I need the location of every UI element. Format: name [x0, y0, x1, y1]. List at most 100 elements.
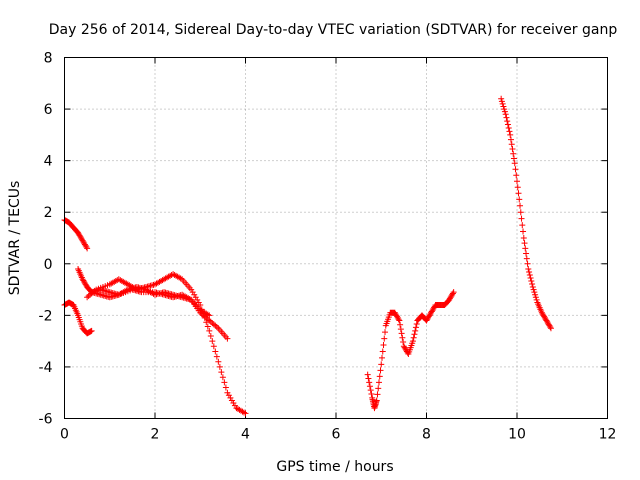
data-point-marker [366, 379, 373, 386]
data-point-marker [526, 268, 533, 275]
data-point-marker [400, 339, 407, 346]
y-tick-label: 4 [44, 154, 53, 170]
data-point-marker [381, 335, 388, 342]
data-point-marker [375, 385, 382, 392]
data-point-marker [510, 155, 517, 162]
y-tick-label: -2 [39, 308, 53, 324]
data-points [61, 95, 554, 417]
data-point-marker [547, 323, 554, 330]
y-tick-label: 0 [44, 257, 53, 273]
data-point-marker [450, 289, 457, 296]
data-point-marker [364, 371, 371, 378]
data-point-marker [513, 172, 520, 179]
data-point-marker [382, 329, 389, 336]
data-point-marker [547, 325, 554, 332]
data-point-marker [501, 106, 508, 113]
data-point-marker [410, 334, 417, 341]
data-point-marker [524, 260, 531, 267]
data-point-marker [516, 196, 523, 203]
data-point-marker [366, 383, 373, 390]
data-point-marker [500, 103, 507, 110]
data-point-marker [522, 245, 529, 252]
data-point-marker [380, 342, 387, 349]
data-point-marker [514, 178, 520, 185]
data-point-marker [498, 95, 505, 102]
y-axis-label: SDTVAR / TECUs [7, 181, 23, 296]
data-point-marker [526, 271, 533, 278]
data-point-marker [520, 228, 527, 235]
data-point-marker [412, 324, 419, 331]
series-seg-f [364, 289, 457, 412]
data-point-marker [213, 353, 220, 360]
data-point-marker [499, 100, 506, 107]
data-point-marker [374, 391, 381, 398]
data-point-marker [511, 160, 518, 167]
y-tick-label: -6 [39, 412, 53, 428]
data-point-marker [207, 332, 214, 339]
x-tick-label: 6 [332, 427, 341, 443]
data-point-marker [518, 215, 525, 222]
y-tick-label: -4 [39, 360, 53, 376]
data-point-marker [412, 327, 419, 334]
data-point-marker [520, 235, 527, 241]
y-tick-labels: -6 -4 -2 0 2 4 6 8 [39, 51, 53, 428]
data-point-marker [84, 245, 91, 252]
data-point-marker [375, 379, 382, 386]
y-tick-label: 8 [44, 51, 53, 67]
data-point-marker [398, 330, 405, 337]
data-point-marker [532, 291, 539, 298]
data-point-marker [222, 384, 229, 391]
data-point-marker [203, 319, 210, 326]
data-point-marker [221, 379, 228, 386]
data-point-marker [396, 317, 403, 324]
data-point-marker [218, 369, 225, 376]
data-point-marker [502, 111, 509, 118]
data-point-marker [529, 283, 536, 290]
data-point-marker [242, 410, 249, 417]
data-point-marker [509, 146, 516, 153]
data-point-marker [527, 274, 534, 281]
data-point-marker [376, 373, 383, 380]
data-point-marker [411, 331, 418, 338]
data-point-marker [210, 343, 217, 350]
x-axis-label: GPS time / hours [276, 459, 393, 475]
x-tick-label: 12 [599, 427, 617, 443]
data-point-marker [83, 244, 90, 251]
data-point-marker [507, 136, 514, 143]
data-point-marker [368, 391, 375, 398]
data-point-marker [397, 321, 404, 328]
data-point-marker [514, 184, 521, 191]
data-point-marker [503, 114, 510, 121]
data-point-marker [523, 255, 530, 262]
data-point-marker [409, 338, 416, 345]
data-point-marker [530, 286, 537, 293]
x-tick-label: 2 [151, 427, 160, 443]
data-point-marker [517, 209, 524, 216]
data-point-marker [510, 150, 517, 157]
data-point-marker [528, 277, 535, 284]
y-tick-label: 2 [44, 205, 53, 221]
data-point-marker [204, 323, 211, 330]
data-point-marker [501, 108, 508, 115]
data-point-marker [216, 363, 223, 370]
data-point-marker [449, 290, 456, 297]
data-point-marker [517, 202, 524, 209]
data-point-marker [88, 327, 95, 334]
data-point-marker [504, 121, 511, 128]
data-point-marker [378, 361, 385, 368]
series-seg-a [61, 216, 91, 252]
data-point-marker [505, 124, 512, 131]
data-point-marker [395, 316, 402, 323]
data-point-marker [215, 358, 222, 365]
chart-title: Day 256 of 2014, Sidereal Day-to-day VTE… [49, 22, 618, 38]
data-point-marker [525, 265, 532, 272]
data-point-marker [523, 250, 530, 257]
data-point-marker [373, 397, 380, 404]
x-tick-label: 0 [60, 427, 69, 443]
x-tick-label: 4 [241, 427, 250, 443]
data-point-marker [519, 222, 526, 229]
data-point-marker [512, 166, 519, 173]
data-point-marker [533, 296, 540, 303]
plot-frame [64, 57, 608, 419]
